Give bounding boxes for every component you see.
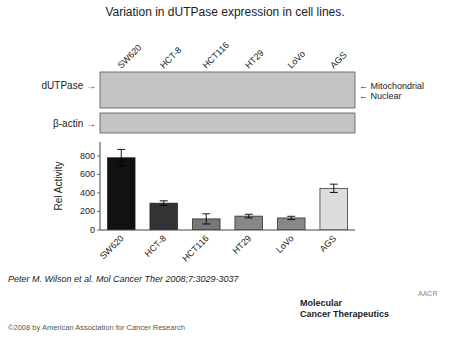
y-tick: [97, 174, 100, 175]
y-axis: [100, 142, 101, 230]
x-axis: [100, 230, 355, 231]
y-tick-label: 200: [80, 206, 95, 216]
column-label: LoVo: [286, 49, 308, 71]
y-tick-label: 800: [80, 151, 95, 161]
error-bar: [160, 201, 168, 206]
blot-panel: [100, 113, 355, 133]
bar: [107, 158, 135, 230]
publisher-mark: AACR: [418, 290, 437, 297]
x-tick-label: LoVo: [274, 233, 296, 255]
y-tick-label: 400: [80, 188, 95, 198]
error-bar: [117, 149, 125, 166]
y-tick-label: 600: [80, 169, 95, 179]
error-bar: [245, 214, 253, 218]
bar: [320, 188, 348, 230]
plot-area: [107, 149, 347, 230]
chart: Variation in dUTPase expression in cell …: [0, 0, 450, 338]
y-tick: [97, 230, 100, 231]
column-label: HCT116: [201, 40, 231, 70]
error-bar: [330, 184, 338, 192]
y-tick: [97, 155, 100, 156]
error-bar: [287, 216, 295, 219]
y-tick-label: 0: [90, 225, 95, 235]
bar: [235, 216, 263, 230]
title: Variation in dUTPase expression in cell …: [105, 5, 344, 19]
journal-name: MolecularCancer Therapeutics: [300, 298, 389, 319]
y-tick: [97, 192, 100, 193]
band-label: ← Nuclear: [359, 91, 402, 101]
x-tick-label: HCT-8: [143, 233, 168, 258]
x-tick-label: HT29: [231, 233, 254, 256]
band-label: ← Mitochondrial: [359, 81, 424, 91]
y-axis-label: Rel Activity: [53, 162, 64, 211]
column-label: SW620: [116, 42, 144, 70]
blot-panel: [100, 72, 355, 108]
error-bar: [202, 214, 210, 224]
blot-label: β-actin →: [53, 118, 96, 129]
column-label: AGS: [328, 50, 349, 71]
copyright: ©2008 by American Association for Cancer…: [8, 323, 185, 332]
x-tick-label: AGS: [318, 233, 339, 254]
blot-label: dUTPase →: [42, 80, 96, 91]
y-tick: [97, 211, 100, 212]
column-label: HCT-8: [158, 45, 183, 70]
citation: Peter M. Wilson et al. Mol Cancer Ther 2…: [8, 274, 240, 284]
bar: [277, 218, 305, 230]
bar: [150, 203, 178, 230]
x-tick-label: SW620: [98, 233, 126, 261]
x-tick-label: HCT116: [180, 233, 210, 263]
column-label: HT29: [243, 48, 266, 71]
